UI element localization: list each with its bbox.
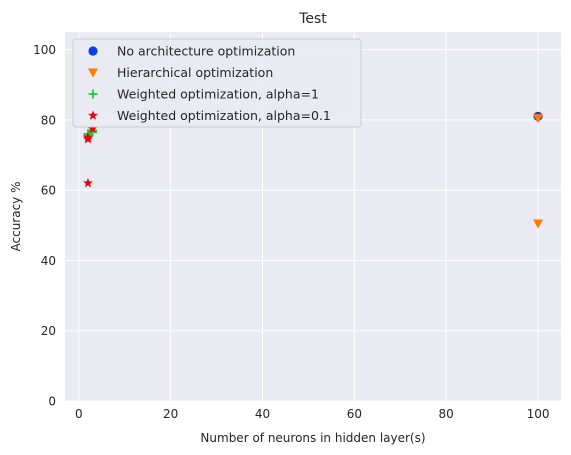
x-tick-label: 0 [75,407,83,421]
legend-marker [88,46,98,56]
data-point-series-4 [83,177,93,188]
x-tick-label: 40 [255,407,270,421]
legend-marker [88,110,98,120]
data-point-series-4 [87,123,98,133]
y-tick-label: 60 [41,184,56,198]
legend-box [72,38,362,128]
x-tick-label: 100 [527,407,550,421]
chart-title: Test [298,11,327,27]
y-tick-label: 0 [48,395,56,409]
data-point-series-2 [533,219,544,229]
data-point-series-2 [533,114,544,124]
data-points [83,111,544,229]
tick-labels: 0 20 40 60 80 100 0 20 40 60 80 100 [33,43,549,421]
data-point-series-4 [83,132,93,142]
legend-label: Hierarchical optimization [117,65,273,80]
y-tick-label: 40 [41,254,56,268]
y-axis-label: Accuracy % [9,181,23,251]
x-tick-label: 80 [439,407,454,421]
legend: No architecture optimization Hierarchical… [72,38,362,128]
x-tick-label: 60 [347,407,362,421]
x-tick-label: 20 [163,407,178,421]
x-axis-label: Number of neurons in hidden layer(s) [200,431,425,445]
legend-label: Weighted optimization, alpha=0.1 [117,108,331,123]
legend-label: No architecture optimization [117,44,295,59]
legend-label: Weighted optimization, alpha=1 [117,87,319,102]
y-tick-label: 100 [33,43,56,57]
legend-marker [88,89,98,99]
y-tick-label: 20 [41,324,56,338]
legend-marker [88,68,98,78]
y-tick-label: 80 [41,113,56,127]
